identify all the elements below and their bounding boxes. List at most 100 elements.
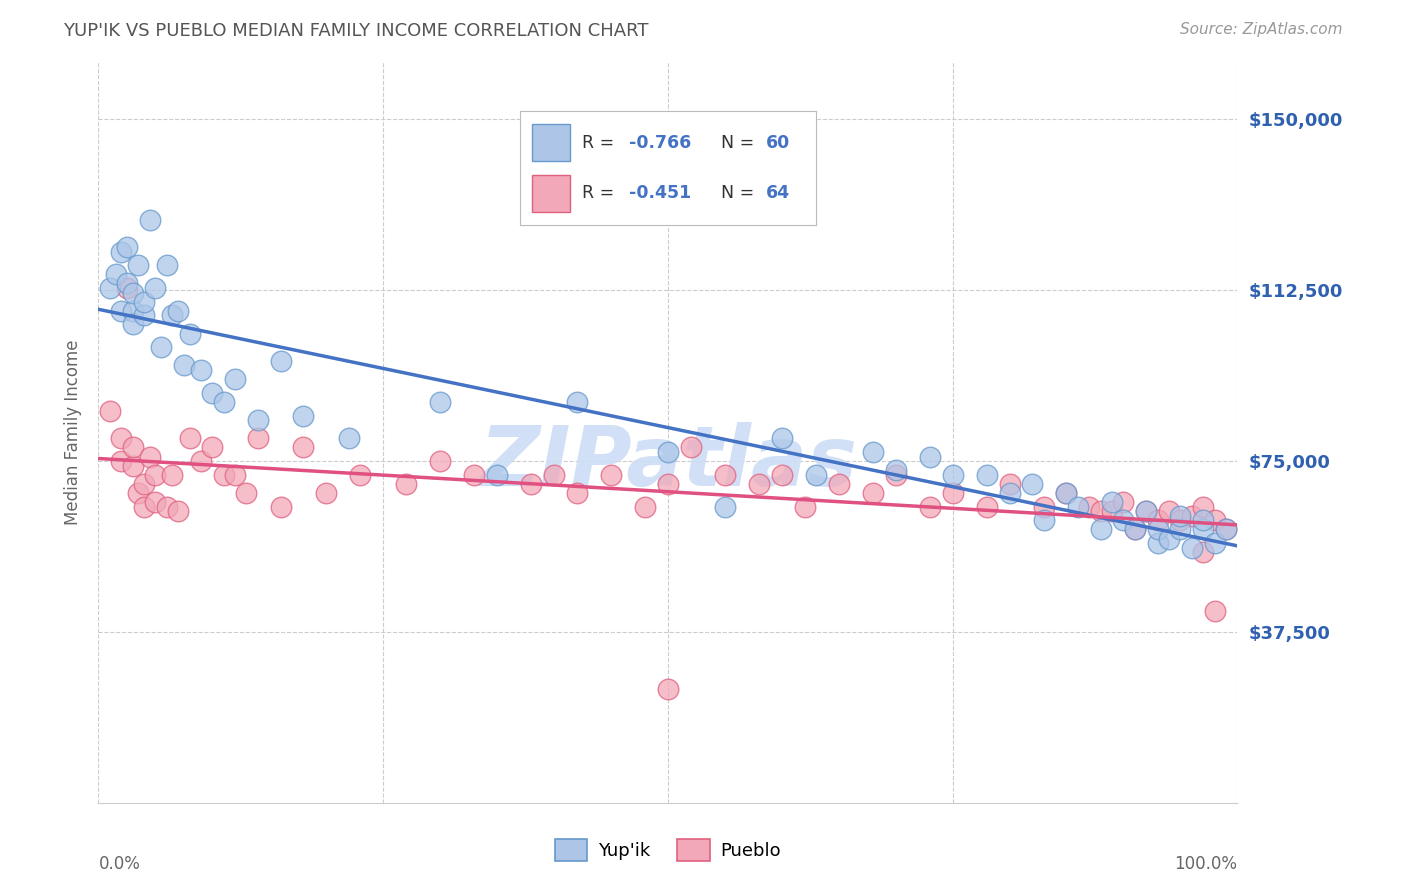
Point <box>150 340 173 354</box>
Point <box>1192 513 1215 527</box>
Point <box>190 454 212 468</box>
Point <box>1112 495 1135 509</box>
Point <box>1112 513 1135 527</box>
Point <box>1146 513 1168 527</box>
Point <box>770 467 793 482</box>
Point <box>121 285 143 300</box>
Point <box>862 486 884 500</box>
Point <box>1021 476 1043 491</box>
Point <box>179 431 201 445</box>
Point <box>862 445 884 459</box>
Point <box>1157 532 1180 546</box>
Point <box>138 212 160 227</box>
Point <box>1123 523 1146 537</box>
Point <box>918 500 941 514</box>
Point <box>1146 536 1168 550</box>
Point <box>224 372 246 386</box>
Point <box>1215 523 1237 537</box>
Point <box>127 486 149 500</box>
Point <box>315 486 337 500</box>
Point <box>429 395 451 409</box>
Point <box>110 454 132 468</box>
Point <box>1192 545 1215 559</box>
Point <box>657 476 679 491</box>
Point <box>349 467 371 482</box>
Point <box>115 277 138 291</box>
Point <box>115 240 138 254</box>
Point <box>657 445 679 459</box>
Point <box>998 476 1021 491</box>
Text: Source: ZipAtlas.com: Source: ZipAtlas.com <box>1180 22 1343 37</box>
Point <box>167 303 190 318</box>
Point <box>1204 604 1226 618</box>
Point <box>942 467 965 482</box>
Point <box>679 441 702 455</box>
Point <box>1157 504 1180 518</box>
Point <box>1032 513 1054 527</box>
Point <box>748 476 770 491</box>
Point <box>104 268 127 282</box>
Point <box>224 467 246 482</box>
Point <box>884 463 907 477</box>
Point <box>173 359 195 373</box>
Point <box>162 308 184 322</box>
Point <box>246 413 269 427</box>
Point <box>292 441 315 455</box>
Point <box>565 395 588 409</box>
Point <box>132 308 155 322</box>
Text: 0.0%: 0.0% <box>98 855 141 872</box>
Point <box>156 258 179 272</box>
Point <box>429 454 451 468</box>
Point <box>1090 523 1112 537</box>
Legend: Yup'ik, Pueblo: Yup'ik, Pueblo <box>547 831 789 868</box>
Point <box>1204 536 1226 550</box>
Point <box>212 395 235 409</box>
Point <box>127 258 149 272</box>
Point <box>167 504 190 518</box>
Point <box>942 486 965 500</box>
Point <box>1192 523 1215 537</box>
Point <box>600 467 623 482</box>
Point <box>201 385 224 400</box>
Point <box>770 431 793 445</box>
Point <box>486 467 509 482</box>
Point <box>714 500 737 514</box>
Point <box>121 318 143 332</box>
Text: YUP'IK VS PUEBLO MEDIAN FAMILY INCOME CORRELATION CHART: YUP'IK VS PUEBLO MEDIAN FAMILY INCOME CO… <box>63 22 648 40</box>
Point <box>190 363 212 377</box>
Point <box>132 294 155 309</box>
Point <box>804 467 827 482</box>
Point <box>657 681 679 696</box>
Point <box>1192 500 1215 514</box>
Point <box>565 486 588 500</box>
Point <box>115 281 138 295</box>
Y-axis label: Median Family Income: Median Family Income <box>65 340 83 525</box>
Point <box>714 467 737 482</box>
Point <box>1090 504 1112 518</box>
Point <box>98 404 121 418</box>
Point <box>543 467 565 482</box>
Point <box>1032 500 1054 514</box>
Point <box>156 500 179 514</box>
Point <box>145 495 167 509</box>
Point <box>1054 486 1078 500</box>
Point <box>246 431 269 445</box>
Point <box>1135 504 1157 518</box>
Point <box>1170 523 1192 537</box>
Point <box>145 467 167 482</box>
Point <box>292 409 315 423</box>
Point <box>132 500 155 514</box>
Text: 100.0%: 100.0% <box>1174 855 1237 872</box>
Point <box>110 431 132 445</box>
Point <box>1181 541 1204 555</box>
Point <box>337 431 360 445</box>
Point <box>1170 508 1192 523</box>
Point <box>463 467 485 482</box>
Point <box>270 500 292 514</box>
Point <box>1078 500 1101 514</box>
Point <box>998 486 1021 500</box>
Point <box>201 441 224 455</box>
Point <box>110 303 132 318</box>
Point <box>1204 513 1226 527</box>
Point <box>1135 504 1157 518</box>
